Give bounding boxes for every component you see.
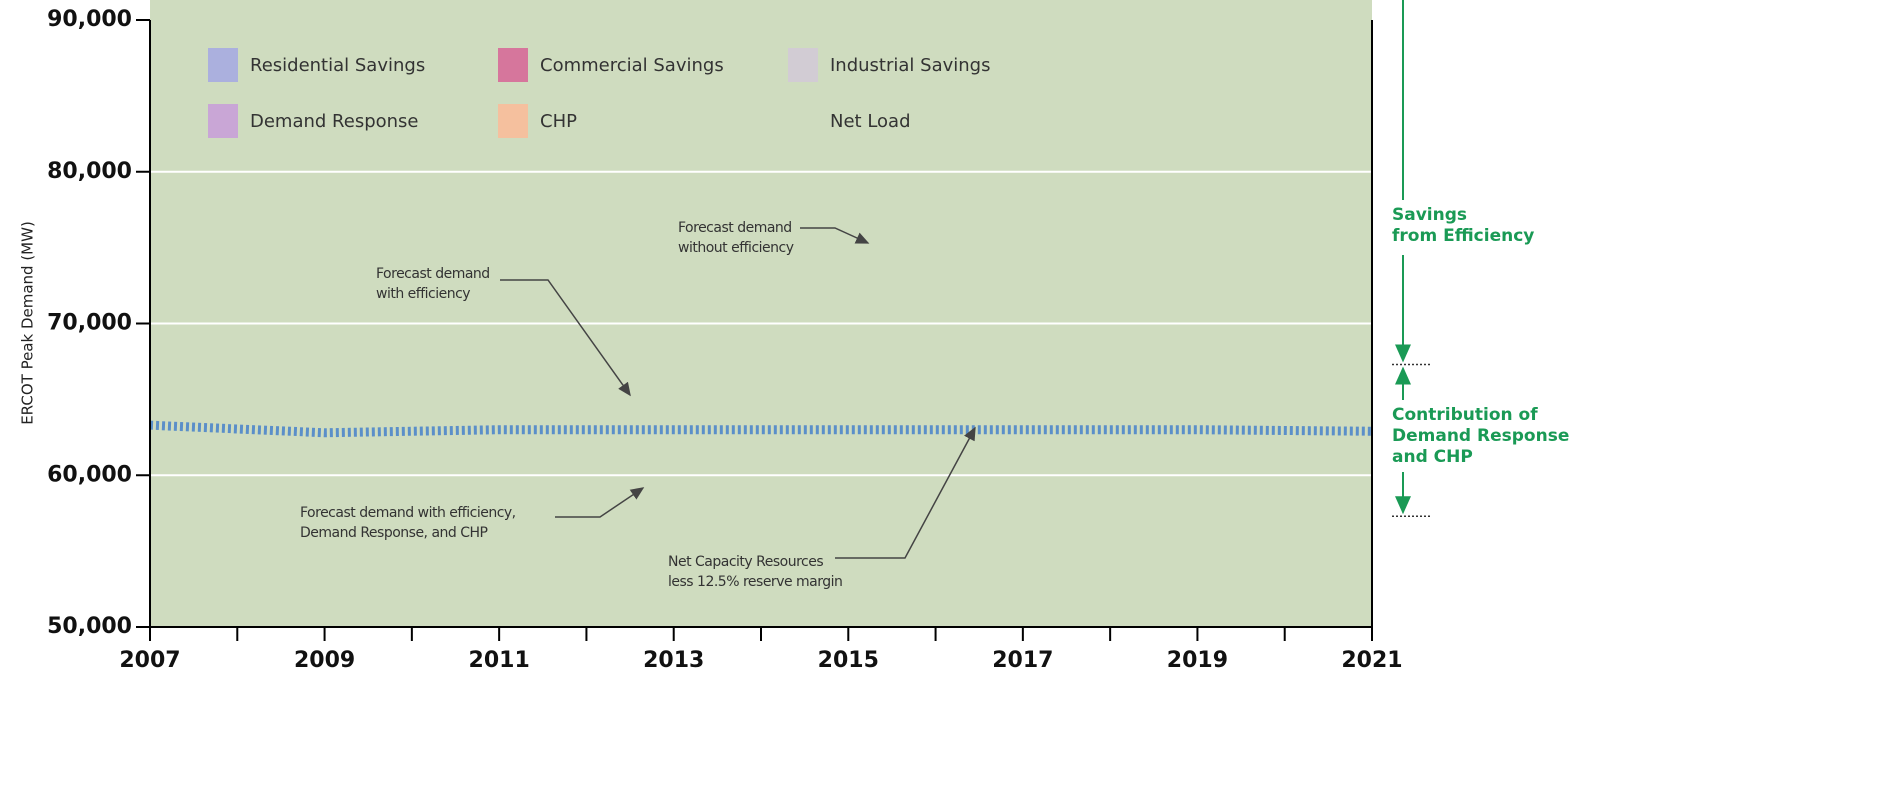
x-tick-label: 2007 <box>119 648 180 673</box>
legend-swatch <box>498 48 528 82</box>
legend-swatch <box>788 104 818 138</box>
annotation: less 12.5% reserve margin <box>668 574 842 590</box>
legend-label: Net Load <box>830 111 911 132</box>
side-annotation: Savings <box>1392 205 1467 225</box>
legend-label: Industrial Savings <box>830 55 990 76</box>
y-tick-label: 70,000 <box>47 311 132 336</box>
legend-swatch <box>208 48 238 82</box>
y-tick-label: 80,000 <box>47 159 132 184</box>
annotation: Demand Response, and CHP <box>300 525 488 541</box>
legend-label: Residential Savings <box>250 55 425 76</box>
x-tick-label: 2017 <box>992 648 1053 673</box>
x-tick-label: 2009 <box>294 648 355 673</box>
legend-swatch <box>498 104 528 138</box>
legend-label: Commercial Savings <box>540 55 724 76</box>
annotation: Forecast demand <box>678 220 792 236</box>
side-annotation: and CHP <box>1392 447 1473 467</box>
side-annotation: Demand Response <box>1392 426 1569 446</box>
annotation: Forecast demand <box>376 266 490 282</box>
legend-label: CHP <box>540 111 577 132</box>
legend-swatch <box>208 104 238 138</box>
annotation-arrow <box>835 426 976 559</box>
x-tick-label: 2021 <box>1341 648 1402 673</box>
legend-label: Demand Response <box>250 111 419 132</box>
annotation: Net Capacity Resources <box>668 554 823 570</box>
x-tick-label: 2011 <box>469 648 530 673</box>
y-tick-label: 50,000 <box>47 614 132 639</box>
y-tick-label: 60,000 <box>47 462 132 487</box>
side-annotation: Contribution of <box>1392 405 1538 425</box>
annotation-arrow <box>500 279 631 397</box>
x-tick-label: 2015 <box>818 648 879 673</box>
annotation-arrow <box>555 487 645 518</box>
annotation: with efficiency <box>376 286 470 302</box>
side-annotation: from Efficiency <box>1392 226 1534 246</box>
annotation: Forecast demand with efficiency, <box>300 505 516 521</box>
y-axis-label: ERCOT Peak Demand (MW) <box>19 221 37 425</box>
annotation-arrow <box>800 227 870 244</box>
x-tick-label: 2019 <box>1167 648 1228 673</box>
legend-swatch <box>788 48 818 82</box>
x-tick-label: 2013 <box>643 648 704 673</box>
y-tick-label: 90,000 <box>47 7 132 32</box>
annotation: without efficiency <box>678 240 794 256</box>
area <box>150 0 1372 627</box>
